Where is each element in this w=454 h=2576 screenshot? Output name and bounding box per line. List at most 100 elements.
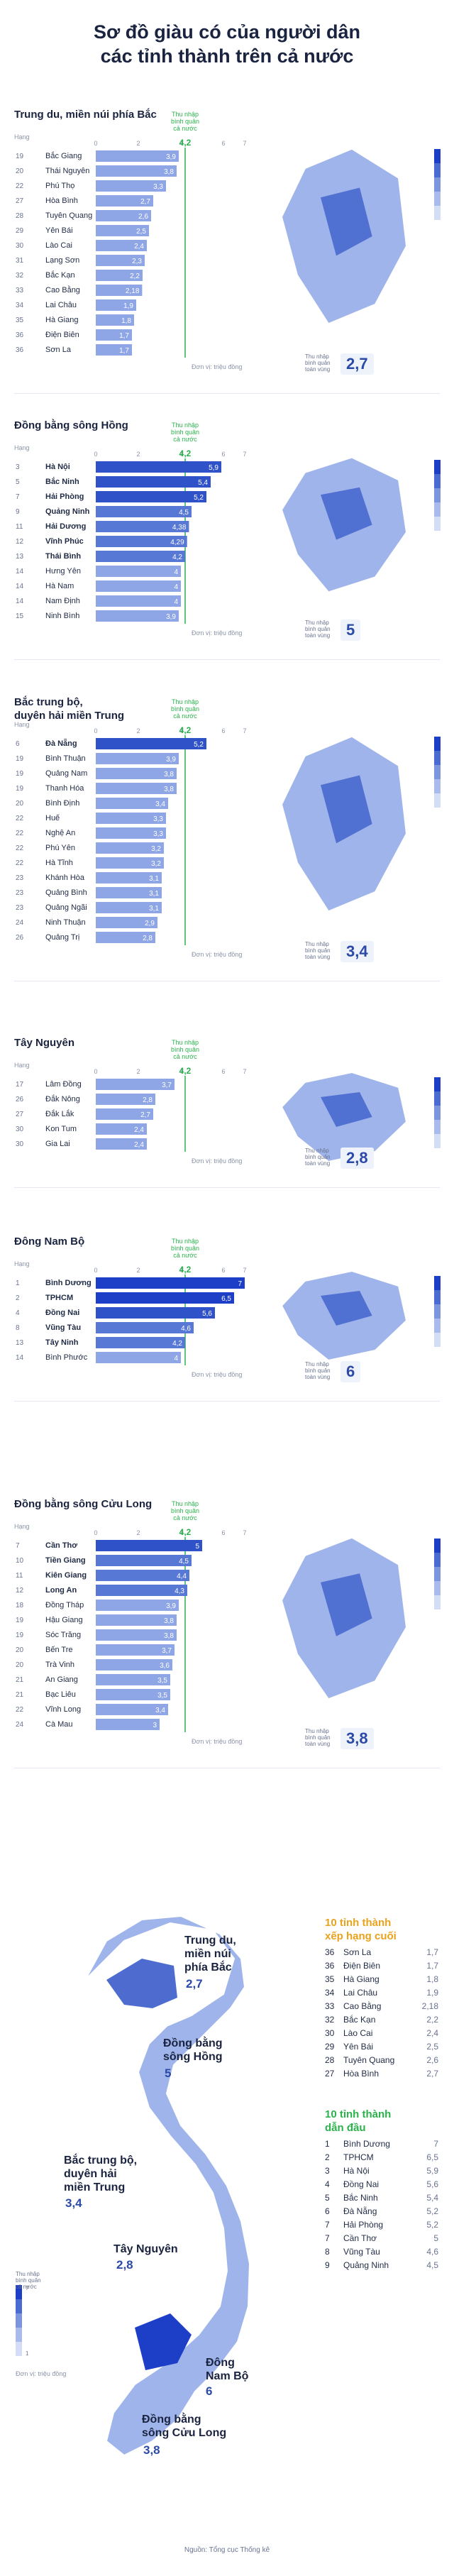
bar-value-label: 5,9 — [209, 464, 218, 472]
overview-region-value: 5 — [165, 2066, 172, 2080]
national-average-note: Thu nhập bình quân cả nước — [170, 1238, 200, 1259]
ranking-row: 6 Đà Nẵng 5,2 — [325, 2205, 438, 2218]
region-shape — [321, 775, 372, 844]
national-average-value: 4,2 — [179, 727, 192, 735]
bar — [96, 813, 166, 824]
region-average-value: 5 — [340, 620, 361, 641]
ranking-value: 4,6 — [426, 2247, 438, 2257]
ranking-province: Sơn La — [343, 1947, 372, 1957]
province-label: Tuyên Quang — [45, 211, 92, 220]
rank-label: 22 — [16, 844, 24, 852]
overview-region-label: Đồng bằng sông Hồng — [163, 2037, 223, 2063]
bar-value-label: 3,1 — [149, 905, 159, 913]
province-label: Đắk Lắk — [45, 1109, 74, 1118]
rank-label: 1 — [16, 1279, 20, 1287]
bar — [96, 1704, 168, 1715]
rank-label: 24 — [16, 1721, 24, 1729]
bar — [96, 285, 143, 296]
bar — [96, 753, 179, 764]
ranking-province: Hòa Bình — [343, 2069, 380, 2079]
overview-scale-min: 1 — [26, 2350, 29, 2357]
bar-value-label: 3,9 — [166, 1602, 176, 1610]
ranking-row: 29 Yên Bái 2,5 — [325, 2040, 438, 2054]
bar-value-label: 2,7 — [140, 1111, 150, 1119]
overview-region-label: Bắc trung bộ, duyên hải miền Trung — [64, 2154, 138, 2194]
bar-value-label: 3,6 — [160, 1662, 170, 1670]
bar — [96, 461, 221, 473]
x-tick-label: 4 — [179, 727, 182, 734]
ranking-value: 5,2 — [426, 2220, 438, 2230]
region-average-label: Thu nhập bình quân toàn vùng — [305, 1147, 331, 1167]
ranking-value: 2,4 — [426, 2028, 438, 2038]
bar-value-label: 5,6 — [202, 1310, 212, 1318]
ranking-row: 7 Hải Phòng 5,2 — [325, 2218, 438, 2232]
x-tick-label: 7 — [243, 727, 246, 734]
x-tick-label: 4 — [179, 451, 182, 458]
ranking-province: Lào Cai — [343, 2028, 373, 2038]
province-label: Hải Dương — [45, 522, 86, 531]
rank-label: 19 — [16, 770, 24, 778]
province-label: Hải Phòng — [45, 492, 84, 501]
province-label: Nghệ An — [45, 829, 75, 837]
province-label: Ninh Bình — [45, 612, 79, 620]
bar-value-label: 3,7 — [162, 1647, 172, 1655]
ranking-rank: 3 — [325, 2166, 330, 2176]
rank-header: Hạng — [14, 133, 30, 141]
province-label: Sóc Trăng — [45, 1631, 81, 1639]
x-tick-label: 2 — [136, 451, 140, 458]
x-tick-label: 7 — [243, 1068, 246, 1075]
province-label: Nam Định — [45, 597, 80, 605]
rank-label: 20 — [16, 167, 24, 175]
bar-value-label: 5,2 — [194, 494, 204, 502]
rank-label: 11 — [16, 523, 23, 531]
province-label: Thái Nguyên — [45, 167, 89, 175]
overview-unit: Đơn vị: triệu đồng — [16, 2370, 67, 2377]
rank-label: 20 — [16, 1646, 24, 1654]
province-label: Cần Thơ — [45, 1541, 77, 1550]
province-label: Phú Thọ — [45, 182, 74, 190]
rank-label: 18 — [16, 1602, 24, 1609]
rank-label: 7 — [16, 1542, 20, 1550]
ranking-rank: 35 — [325, 1974, 335, 1984]
bar-value-label: 3 — [153, 1722, 157, 1729]
province-label: Lâm Đồng — [45, 1080, 82, 1089]
rank-header: Hạng — [14, 1062, 30, 1069]
ranking-rank: 27 — [325, 2069, 335, 2079]
rank-label: 22 — [16, 859, 24, 867]
region-section: Đồng bằng sông Cửu Long Hạng Thu nhập bình… — [0, 1497, 454, 1768]
bar-value-label: 2,8 — [143, 935, 153, 942]
province-label: Điện Biên — [45, 331, 79, 339]
rank-label: 12 — [16, 538, 24, 546]
ranking-row: 1 Bình Dương 7 — [325, 2137, 438, 2151]
ranking-row: 30 Lào Cai 2,4 — [325, 2027, 438, 2040]
x-tick-label: 7 — [243, 1529, 246, 1536]
province-label: Tiền Giang — [45, 1556, 86, 1565]
bar-value-label: 4,2 — [172, 1340, 182, 1348]
region-average-value: 2,7 — [340, 353, 374, 375]
bar-value-label: 3,8 — [164, 1632, 174, 1640]
ranking-value: 5 — [433, 2233, 438, 2243]
x-tick-label: 0 — [94, 1267, 97, 1274]
x-tick-label: 0 — [94, 140, 97, 147]
rank-label: 23 — [16, 874, 24, 882]
bar — [96, 827, 166, 839]
x-tick-label: 0 — [94, 1529, 97, 1536]
unit-note: Đơn vị: triệu đồng — [192, 363, 243, 370]
region-mini-map — [280, 735, 408, 913]
color-scale — [434, 149, 441, 220]
bar — [96, 165, 177, 177]
rank-label: 30 — [16, 242, 24, 250]
ranking-row: 36 Điện Biên 1,7 — [325, 1959, 438, 1973]
overview-region-value: 3,8 — [143, 2443, 160, 2457]
bar — [96, 857, 164, 869]
x-tick-label: 4 — [179, 1267, 182, 1274]
ranking-province: Hải Phòng — [343, 2220, 384, 2230]
ranking-province: Bắc Ninh — [343, 2193, 378, 2203]
overview-scale-label: Thu nhập bình quân cả nước — [16, 2271, 41, 2290]
ranking-province: TPHCM — [343, 2152, 374, 2162]
province-label: Bạc Liêu — [45, 1690, 76, 1699]
bar — [96, 1138, 147, 1150]
bar — [96, 842, 164, 854]
region-title: Đông Nam Bộ — [14, 1235, 85, 1248]
x-tick-label: 4 — [179, 1529, 182, 1536]
